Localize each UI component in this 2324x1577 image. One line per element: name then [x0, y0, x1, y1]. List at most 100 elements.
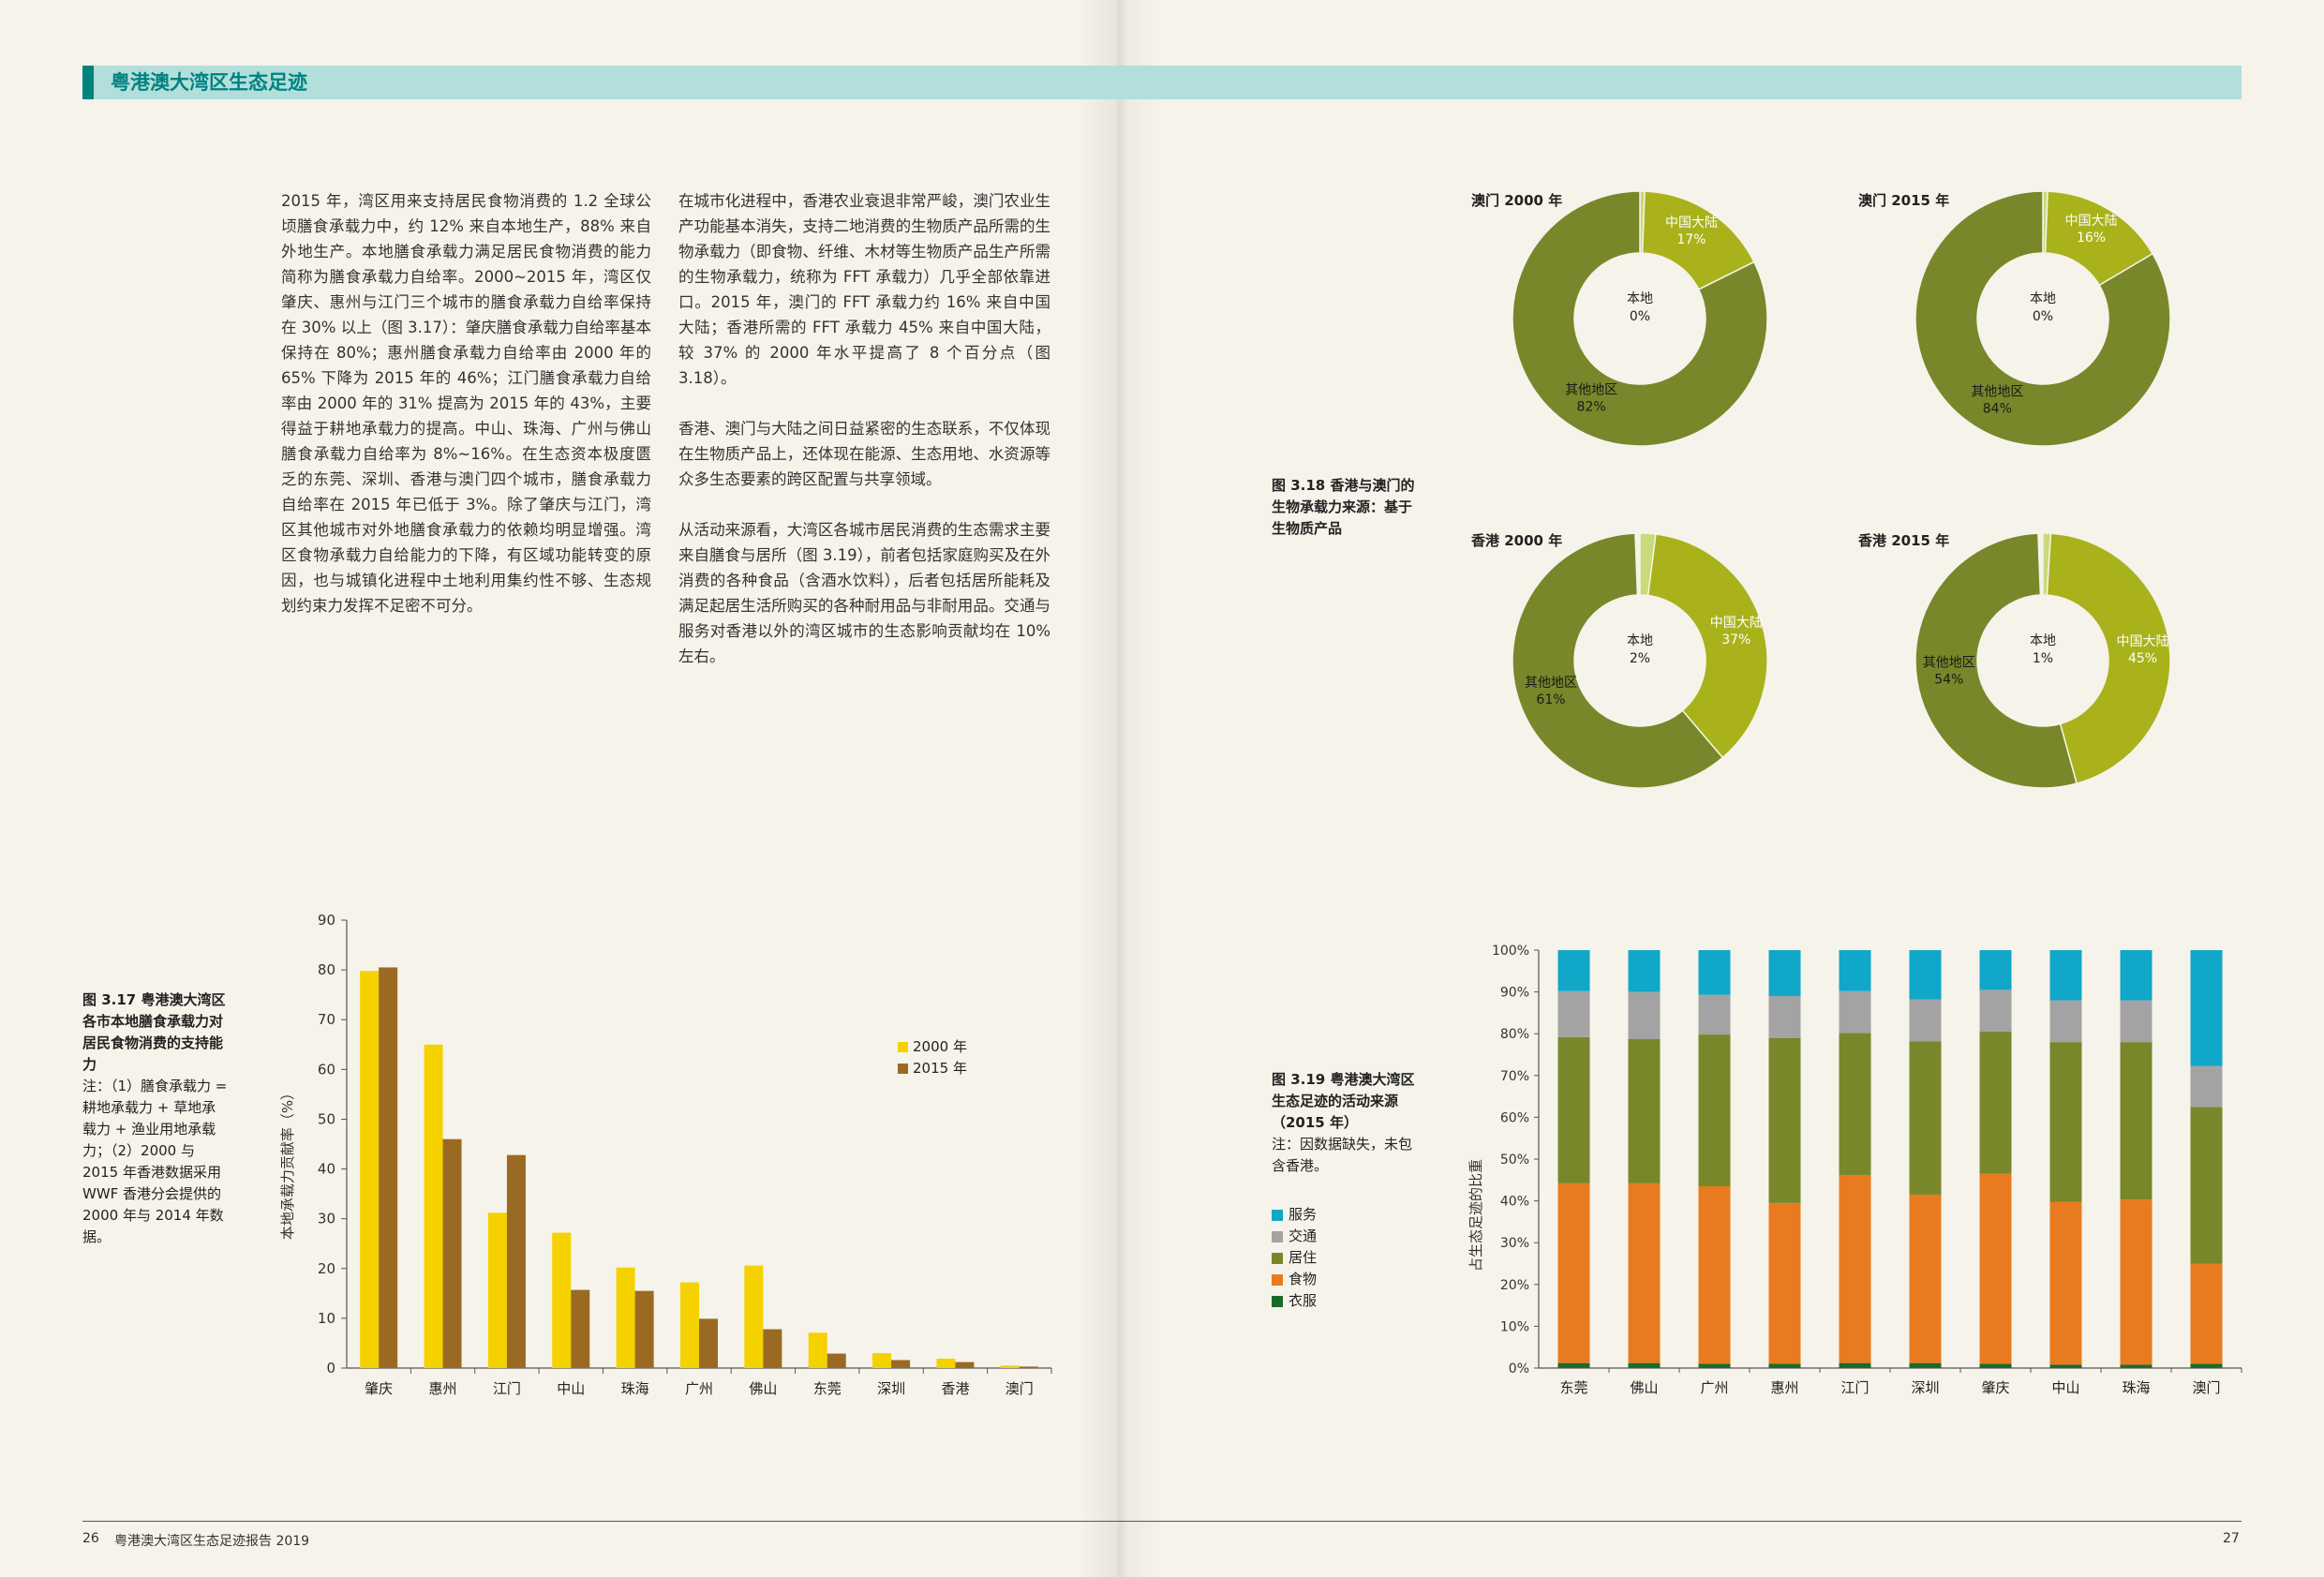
y-tick-label: 60% [1500, 1110, 1529, 1125]
stack-segment [1839, 1033, 1871, 1175]
footer-rule [82, 1521, 2242, 1522]
section-title: 粤港澳大湾区生态足迹 [111, 71, 307, 94]
slice-pct-local: 1% [2033, 651, 2053, 666]
y-tick-label: 50 [318, 1110, 335, 1127]
footer-report-title: 粤港澳大湾区生态足迹报告 2019 [114, 1534, 310, 1549]
stack-segment [1557, 1183, 1590, 1363]
x-tick-label: 肇庆 [365, 1380, 393, 1397]
slice-pct-local: 0% [2033, 309, 2053, 324]
x-tick-label: 珠海 [621, 1380, 649, 1397]
stack-segment [1839, 1174, 1871, 1363]
fig317-caption-note: 注：（1）膳食承载力 = 耕地承载力 + 草地承载力 + 渔业用地承载力；（2）… [82, 1078, 228, 1245]
bar-2015 [955, 1361, 975, 1368]
stack-segment [2190, 1065, 2223, 1108]
legend-swatch [898, 1064, 908, 1074]
bar-2000 [424, 1044, 443, 1368]
left-page-number: 26 [82, 1531, 99, 1546]
stack-segment [1628, 950, 1661, 992]
stack-segment [1909, 999, 1942, 1042]
donut-slice-mainland [1641, 190, 1755, 290]
stack-segment [1909, 950, 1942, 1000]
slice-pct-other: 82% [1577, 400, 1606, 415]
legend-swatch [1272, 1230, 1283, 1242]
page-gutter [1078, 0, 1162, 1577]
y-tick-label: 80% [1500, 1027, 1529, 1042]
legend-swatch [1272, 1209, 1283, 1221]
bar-2015 [763, 1329, 782, 1368]
legend-item: 交通 [1272, 1226, 1317, 1247]
y-tick-label: 30 [318, 1211, 335, 1227]
stack-segment [1979, 1363, 2012, 1368]
slice-label-local: 本地 [1627, 633, 1653, 648]
stack-segment [1557, 1036, 1590, 1183]
x-tick-label: 东莞 [813, 1380, 842, 1397]
stack-segment [1909, 1362, 1942, 1368]
bar-2015 [442, 1138, 462, 1368]
x-tick-label: 珠海 [2122, 1379, 2150, 1396]
slice-label-other: 其他地区 [1565, 383, 1617, 398]
bar-2000 [936, 1358, 956, 1368]
y-tick-label: 20 [318, 1260, 335, 1277]
slice-label-mainland: 中国大陆 [1710, 616, 1763, 631]
stack-segment [1698, 1185, 1731, 1364]
stack-segment [2120, 1364, 2153, 1368]
bar-2015 [699, 1318, 718, 1368]
y-tick-label: 10 [318, 1310, 335, 1327]
legend-item: 居住 [1272, 1247, 1317, 1269]
y-tick-label: 20% [1500, 1278, 1529, 1293]
fig317-bar-chart: 0 10 20 30 40 50 60 70 80 90 本地承载力贡献率（%） 肇庆 惠州 江门 中山 珠海… [279, 912, 1052, 1397]
stack-segment [1768, 1363, 1801, 1368]
legend-label: 食物 [1289, 1271, 1318, 1287]
donut-title-macau-2015: 澳门 2015 年 [1858, 192, 1950, 209]
legend-swatch [898, 1042, 908, 1052]
stack-segment [1698, 994, 1731, 1035]
legend-label: 交通 [1289, 1227, 1318, 1244]
bar-2000 [872, 1353, 892, 1368]
stack-segment [1979, 1031, 2012, 1174]
donut-chart: 本地 0% 中国大陆 16% 其他地区 84% [1914, 190, 2171, 447]
y-tick-label: 50% [1500, 1153, 1529, 1168]
slice-label-local: 本地 [2030, 291, 2056, 306]
x-tick-label: 香港 [941, 1380, 969, 1397]
stack-segment [1909, 1194, 1942, 1363]
slice-pct-mainland: 16% [2077, 231, 2106, 245]
donut-title-hk-2000: 香港 2000 年 [1471, 532, 1563, 549]
legend-label: 2000 年 [913, 1038, 967, 1055]
stack-segment [2190, 1363, 2223, 1368]
stack-segment [2120, 1000, 2153, 1043]
y-tick-label: 0 [326, 1360, 335, 1376]
paragraph: 在城市化进程中，香港农业衰退非常严峻，澳门农业生产功能基本消失，支持二地消费的生… [678, 192, 1050, 387]
paragraph: 从活动来源看，大湾区各城市居民消费的生态需求主要来自膳食与居所（图 3.19），… [678, 521, 1050, 665]
slice-label-other: 其他地区 [1971, 385, 2023, 400]
stack-segment [2120, 1042, 2153, 1200]
legend-swatch [1272, 1273, 1283, 1286]
slice-pct-mainland: 37% [1721, 632, 1750, 647]
stack-segment [1628, 1183, 1661, 1363]
x-tick-label: 广州 [1700, 1379, 1728, 1396]
legend-item: 衣服 [1272, 1290, 1317, 1312]
header-marker [82, 66, 94, 99]
y-tick-label: 30% [1500, 1236, 1529, 1251]
stack-segment [1909, 1041, 1942, 1195]
slice-label-local: 本地 [1627, 291, 1653, 306]
donut-slice-other [1914, 532, 2078, 789]
donut-slice-mainland [2046, 532, 2171, 785]
x-tick-label: 深圳 [1911, 1379, 1939, 1396]
fig318-caption-title: 图 3.18 香港与澳门的生物承载力来源：基于生物质产品 [1272, 477, 1415, 537]
stack-segment [1628, 1362, 1661, 1368]
stack-segment [2049, 1000, 2082, 1043]
legend-label: 2015 年 [913, 1060, 967, 1077]
bar-2000 [616, 1267, 635, 1368]
y-tick-label: 40% [1500, 1195, 1529, 1210]
bar-2015 [506, 1154, 526, 1368]
x-tick-label: 澳门 [1006, 1380, 1034, 1397]
paragraph: 香港、澳门与大陆之间日益紧密的生态联系，不仅体现在生物质产品上，还体现在能源、生… [678, 420, 1050, 488]
donut-title-hk-2015: 香港 2015 年 [1858, 532, 1950, 549]
fig318-donut-charts: 本地0%中国大陆17%其他地区82%本地0%中国大陆16%其他地区84%本地2%… [1512, 190, 2171, 789]
stack-segment [2049, 1364, 2082, 1368]
stack-segment [1768, 1037, 1801, 1203]
stack-segment [1628, 1038, 1661, 1183]
stack-segment [1557, 950, 1590, 991]
fig319-stacked-bar-chart: 0% 10% 20% 30% 40% 50% 60% 70% 80% 90% 100% 占生态足迹的比… [1467, 944, 2242, 1396]
stack-segment [2049, 1042, 2082, 1202]
